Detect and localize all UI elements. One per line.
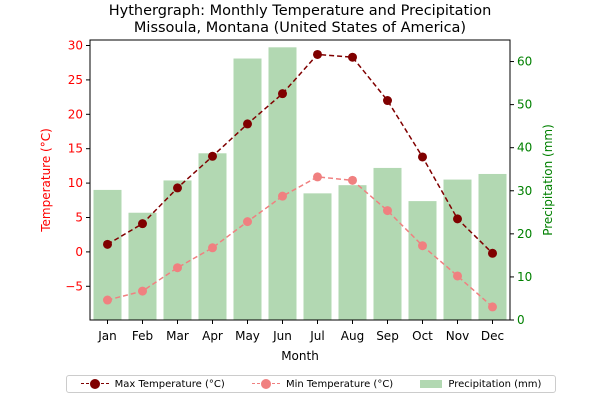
max-temp-point bbox=[418, 152, 427, 162]
legend-swatch-max-temp bbox=[80, 379, 109, 389]
min-temp-point bbox=[418, 241, 427, 251]
x-tick-label: Oct bbox=[412, 329, 433, 343]
right-precipitation-axis: 0 10 20 30 40 50 60 bbox=[510, 55, 532, 327]
x-axis-label: Month bbox=[281, 349, 319, 363]
min-temp-point bbox=[313, 172, 322, 182]
temperature-lines bbox=[103, 49, 497, 312]
legend-item-max-temp: Max Temperature (°C) bbox=[80, 378, 225, 390]
max-temp-point bbox=[313, 49, 322, 59]
legend-swatch-min-temp bbox=[251, 379, 280, 389]
left-tick-label: 30 bbox=[68, 39, 83, 53]
min-temp-point bbox=[208, 243, 217, 253]
max-temp-point bbox=[103, 239, 112, 249]
max-temp-line bbox=[107, 53, 494, 254]
x-tick-label: Mar bbox=[166, 329, 189, 343]
x-tick-label: Sep bbox=[376, 329, 399, 343]
right-tick-label: 50 bbox=[517, 98, 532, 112]
precipitation-bar bbox=[128, 212, 157, 320]
left-tick-label: 5 bbox=[75, 210, 83, 224]
right-axis-label: Precipitation (mm) bbox=[541, 124, 555, 236]
precipitation-bars bbox=[93, 47, 507, 321]
x-tick-label: Dec bbox=[481, 329, 504, 343]
left-axis-label: Temperature (°C) bbox=[39, 128, 53, 233]
left-temperature-axis: −5 0 5 10 15 20 25 30 bbox=[65, 39, 90, 293]
min-temp-point bbox=[453, 271, 462, 281]
max-temp-point bbox=[488, 248, 497, 258]
max-temp-point bbox=[278, 89, 287, 99]
precipitation-bar bbox=[163, 180, 192, 320]
legend-label-precipitation: Precipitation (mm) bbox=[448, 378, 542, 390]
max-temp-point bbox=[453, 214, 462, 224]
precipitation-bar bbox=[233, 58, 262, 321]
legend-label-max-temp: Max Temperature (°C) bbox=[114, 378, 225, 390]
min-temp-point bbox=[383, 206, 392, 216]
precipitation-bar bbox=[443, 179, 472, 320]
precipitation-bar bbox=[198, 153, 227, 320]
legend-swatch-precipitation bbox=[420, 380, 443, 388]
chart-title: Hythergraph: Monthly Temperature and Pre… bbox=[109, 3, 492, 19]
legend-item-min-temp: Min Temperature (°C) bbox=[251, 378, 394, 390]
x-tick-label: Aug bbox=[341, 329, 364, 343]
min-temp-point bbox=[243, 217, 252, 227]
right-tick-label: 20 bbox=[517, 227, 532, 241]
precipitation-bar bbox=[478, 173, 507, 320]
chart-legend: Max Temperature (°C) Min Temperature (°C… bbox=[66, 375, 556, 393]
min-temp-line bbox=[107, 176, 493, 308]
max-temp-point bbox=[348, 52, 357, 62]
max-temp-point bbox=[173, 183, 182, 193]
plot-frame bbox=[89, 39, 511, 321]
min-temp-point bbox=[173, 263, 182, 273]
month-axis: Jan Feb Mar Apr May Jun Jul Aug Sep Oct Nov Dec bbox=[97, 320, 504, 343]
x-tick-label: Jul bbox=[309, 329, 324, 343]
left-tick-label: 0 bbox=[75, 245, 83, 259]
min-temp-point bbox=[138, 286, 147, 296]
right-tick-label: 10 bbox=[517, 270, 532, 284]
left-tick-label: 20 bbox=[68, 107, 83, 121]
legend-label-min-temp: Min Temperature (°C) bbox=[285, 378, 394, 390]
right-tick-label: 60 bbox=[517, 55, 532, 69]
right-tick-label: 30 bbox=[517, 184, 532, 198]
chart-subtitle: Missoula, Montana (United States of Amer… bbox=[134, 20, 466, 36]
precipitation-bar bbox=[303, 193, 332, 320]
x-tick-label: Jun bbox=[272, 329, 292, 343]
min-temp-point bbox=[278, 191, 287, 201]
min-temp-point bbox=[488, 302, 497, 312]
precipitation-bar bbox=[408, 201, 437, 320]
x-tick-label: Nov bbox=[446, 329, 469, 343]
legend-item-precipitation: Precipitation (mm) bbox=[420, 379, 541, 390]
precipitation-bar bbox=[268, 47, 297, 320]
x-tick-label: Apr bbox=[202, 329, 223, 343]
max-temp-point bbox=[383, 96, 392, 106]
right-tick-label: 40 bbox=[517, 141, 532, 155]
max-temp-point bbox=[243, 119, 252, 129]
precipitation-bar bbox=[373, 167, 402, 320]
precipitation-bar bbox=[338, 185, 367, 320]
left-tick-label: 10 bbox=[68, 176, 83, 190]
left-tick-label: 25 bbox=[68, 73, 83, 87]
x-tick-label: Jan bbox=[97, 329, 117, 343]
max-temp-point bbox=[138, 219, 147, 229]
right-tick-label: 0 bbox=[517, 313, 525, 327]
x-tick-label: May bbox=[235, 329, 260, 343]
min-temp-point bbox=[348, 175, 357, 185]
min-temp-point bbox=[103, 295, 112, 305]
x-tick-label: Feb bbox=[132, 329, 153, 343]
left-tick-label: 15 bbox=[68, 142, 83, 156]
left-tick-label: −5 bbox=[65, 279, 83, 293]
max-temp-point bbox=[208, 151, 217, 161]
